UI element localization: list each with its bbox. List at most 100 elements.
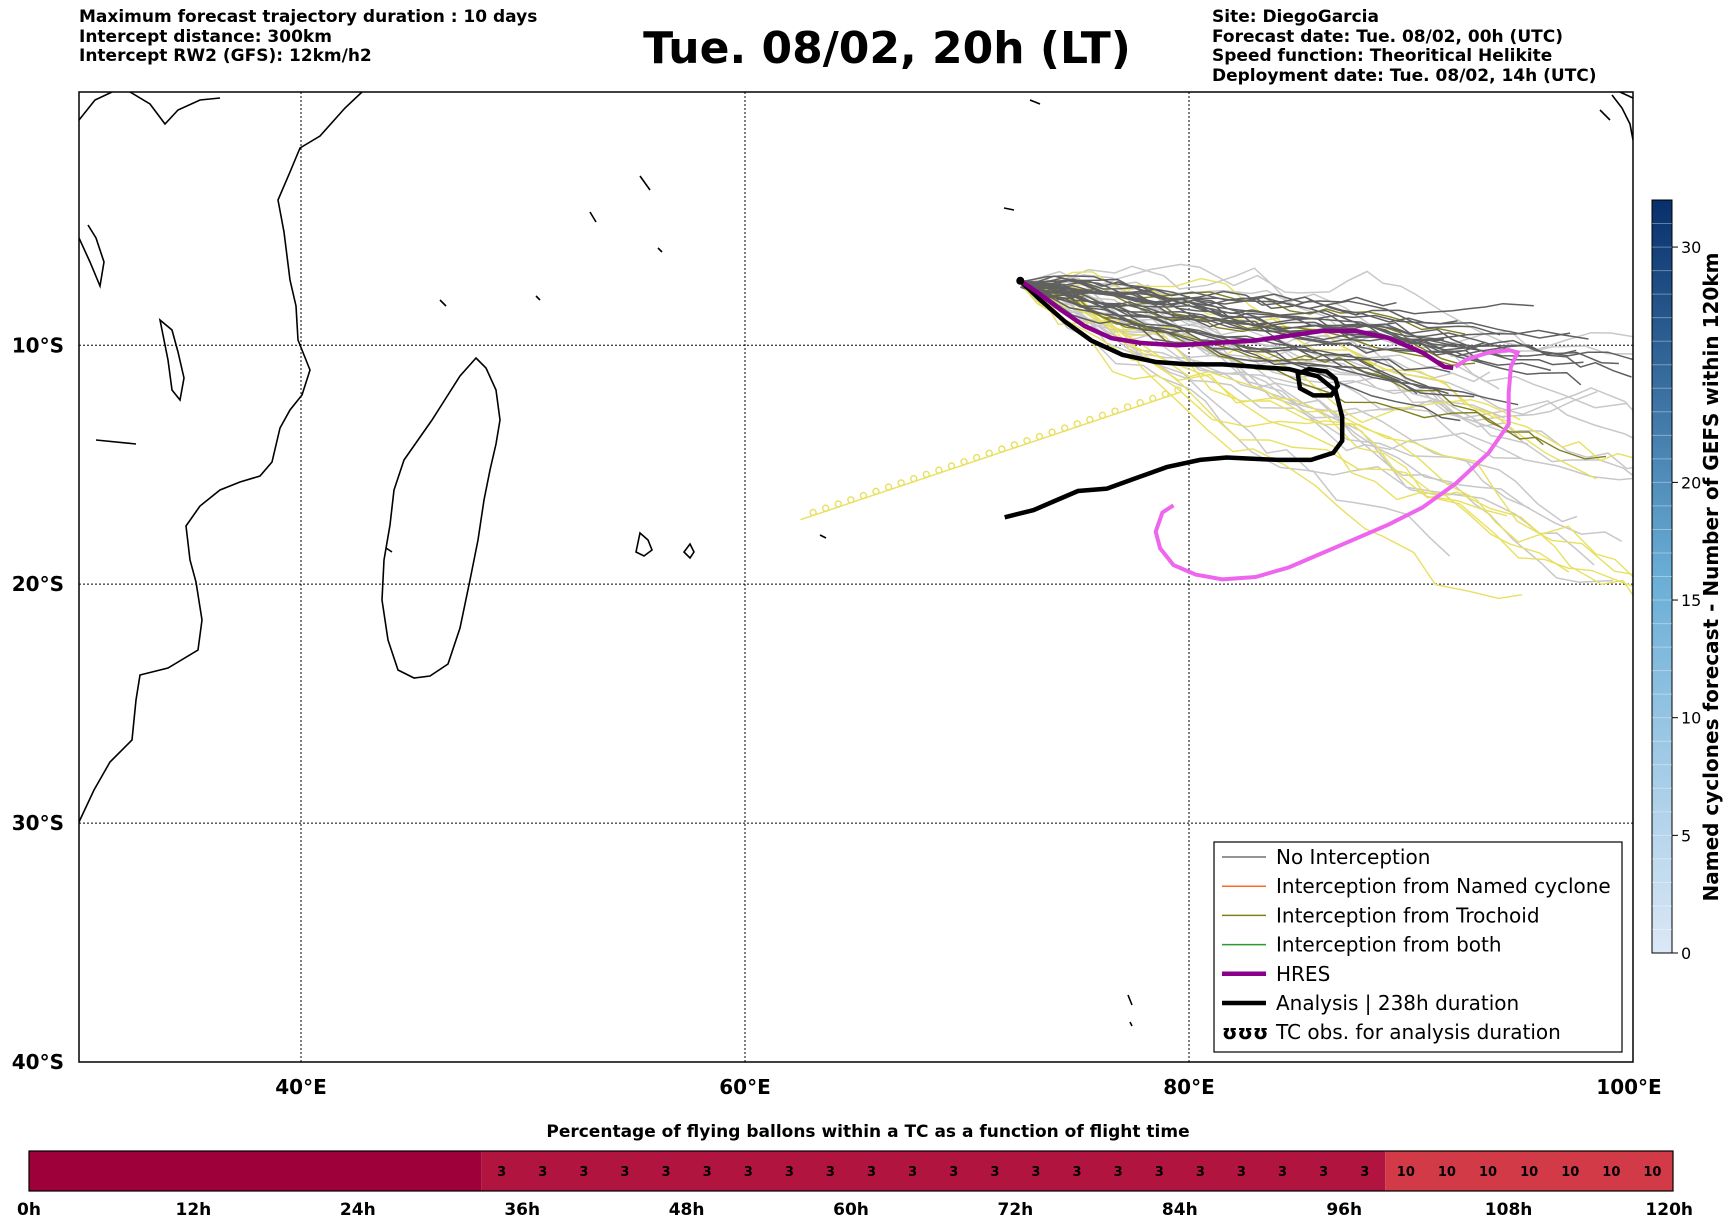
analysis-track [1004,279,1345,520]
flight-bar-tick-label: 24h [340,1200,376,1220]
trochoid-loop [935,466,943,474]
flight-bar-ticks: 0h 12h 24h 36h 48h 60h 72h 84h 96h 108h 120h [17,1200,1693,1220]
flight-bar-percent: 10 [1602,1165,1620,1180]
colorbar-tick-label: 20 [1681,473,1701,492]
flight-bar-percent: 3 [785,1165,794,1180]
flight-bar-tick-label: 108h [1485,1200,1533,1220]
trochoid-loop [1149,394,1157,403]
trochoid-loop [1174,386,1182,394]
lat-tick-label: 30°S [12,811,64,835]
flight-bar-percent: 3 [826,1165,835,1180]
flight-bar-percent: 3 [1278,1165,1287,1180]
flight-bar-percent: 3 [1155,1165,1164,1180]
flight-bar-percent: 10 [1520,1165,1538,1180]
flight-bar-percent: 10 [1438,1165,1456,1180]
flight-bar-percent: 3 [744,1165,753,1180]
flight-bar-segment [1385,1151,1673,1191]
trochoid-loop [922,470,930,479]
analysis-track-loop [1295,366,1341,398]
trochoid-loop [897,479,905,487]
trochoid-track [1021,286,1633,597]
flight-bar-percent: 10 [1397,1165,1415,1180]
ensemble-track [1021,286,1582,386]
trochoid-loop [1111,407,1119,415]
trochoid-loop [985,449,993,458]
mozambique-channel-island [158,317,185,402]
trochoid-loop [1010,441,1019,449]
legend-label: Interception from Trochoid [1276,903,1540,927]
reunion-island [635,531,653,557]
flight-bar-percent: 3 [867,1165,876,1180]
flight-bar-title: Percentage of flying ballons within a TC… [546,1122,1189,1142]
legend-symbol: ʊʊʊ [1222,1020,1268,1044]
flight-bar-tick-label: 48h [669,1200,705,1220]
flight-bar-segment [29,1151,482,1191]
speed-function-text: Speed function: Theoritical Helikite [1212,46,1553,66]
flight-bar-percent: 3 [1073,1165,1082,1180]
ensemble-track [1026,282,1534,316]
colorbar: 0 5 10 15 20 30 Named cyclones forecast - Num… [1651,199,1723,963]
colorbar-ticks: 0 5 10 15 20 30 [1652,223,1701,963]
flight-bar-tick-label: 12h [176,1200,212,1220]
ensemble-track [1021,282,1522,358]
map-frame [78,91,1634,1063]
trochoid-loop [1048,428,1056,436]
trochoid-track [1024,271,1633,462]
ensemble-track [1027,286,1461,422]
lon-tick-label: 60°E [719,1075,771,1099]
mauritius-island [682,542,695,560]
flight-bar-percent: 10 [1643,1165,1661,1180]
coastlines [79,92,1633,1027]
flight-bar-tick-label: 60h [833,1200,869,1220]
flight-bar-percent: 3 [620,1165,629,1180]
max-duration-text: Maximum forecast trajectory duration : 1… [79,7,538,27]
forecast-date-text: Forecast date: Tue. 08/02, 00h (UTC) [1212,26,1563,47]
trochoid-loop [872,487,880,496]
trochoid-loop [809,508,817,517]
legend-label: No Interception [1276,845,1430,869]
flight-bar-percent: 3 [1360,1165,1369,1180]
trochoid-loop [1023,436,1031,445]
flight-bar-frame [28,1150,1674,1192]
site-info: Site: DiegoGarcia Forecast date: Tue. 08… [1212,7,1597,86]
trochoid-loop [1098,411,1107,420]
legend: No Interception Interception from Named c… [1213,841,1623,1053]
ensemble-track [1024,283,1633,470]
flight-bar-tick-label: 72h [998,1200,1034,1220]
flight-bar-percent: 3 [579,1165,588,1180]
trochoid-loop [1123,403,1132,411]
site-text: Site: DiegoGarcia [1212,7,1379,27]
madagascar-coast [381,356,501,679]
trochoid-loop [884,483,893,491]
flight-bar-tick-label: 84h [1162,1200,1198,1220]
trochoid-loop [1086,415,1094,424]
trochoid-loop [859,491,868,500]
trochoid-loop [1136,398,1144,407]
africa-coast [79,92,363,823]
flight-bar-percent: 10 [1479,1165,1497,1180]
flight-bar-percent: 3 [662,1165,671,1180]
lon-tick-label: 80°E [1163,1075,1215,1099]
colorbar-tick-label: 0 [1681,944,1691,963]
lat-tick-label: 10°S [12,333,64,357]
page-title: Tue. 08/02, 20h (LT) [643,23,1131,74]
legend-label: Interception from both [1276,933,1502,957]
flight-bar-segments: 3 3 3 3 3 3 3 3 3 3 3 3 3 3 3 3 3 3 3 3 3 3 10 10 10 10 10 10 10 [29,1151,1673,1191]
trochoid-track [1028,286,1633,578]
trochoid-loop [1060,424,1069,432]
trochoid-loop [960,458,968,466]
flight-bar-tick-label: 120h [1645,1200,1693,1220]
site-marker [1016,276,1025,285]
legend-label: Analysis | 238h duration [1276,991,1519,1015]
colorbar-gradient [1651,199,1673,954]
flight-bar-percent: 3 [1031,1165,1040,1180]
ensemble-track [1025,286,1633,416]
flight-bar-percent: 3 [1237,1165,1246,1180]
ensemble-track [1025,277,1487,351]
arabia-coast [79,92,221,126]
trochoid-loop [947,462,956,470]
lon-tick-label: 100°E [1596,1075,1661,1099]
trochoid-loop [910,474,918,483]
colorbar-tick-label: 10 [1681,709,1701,728]
